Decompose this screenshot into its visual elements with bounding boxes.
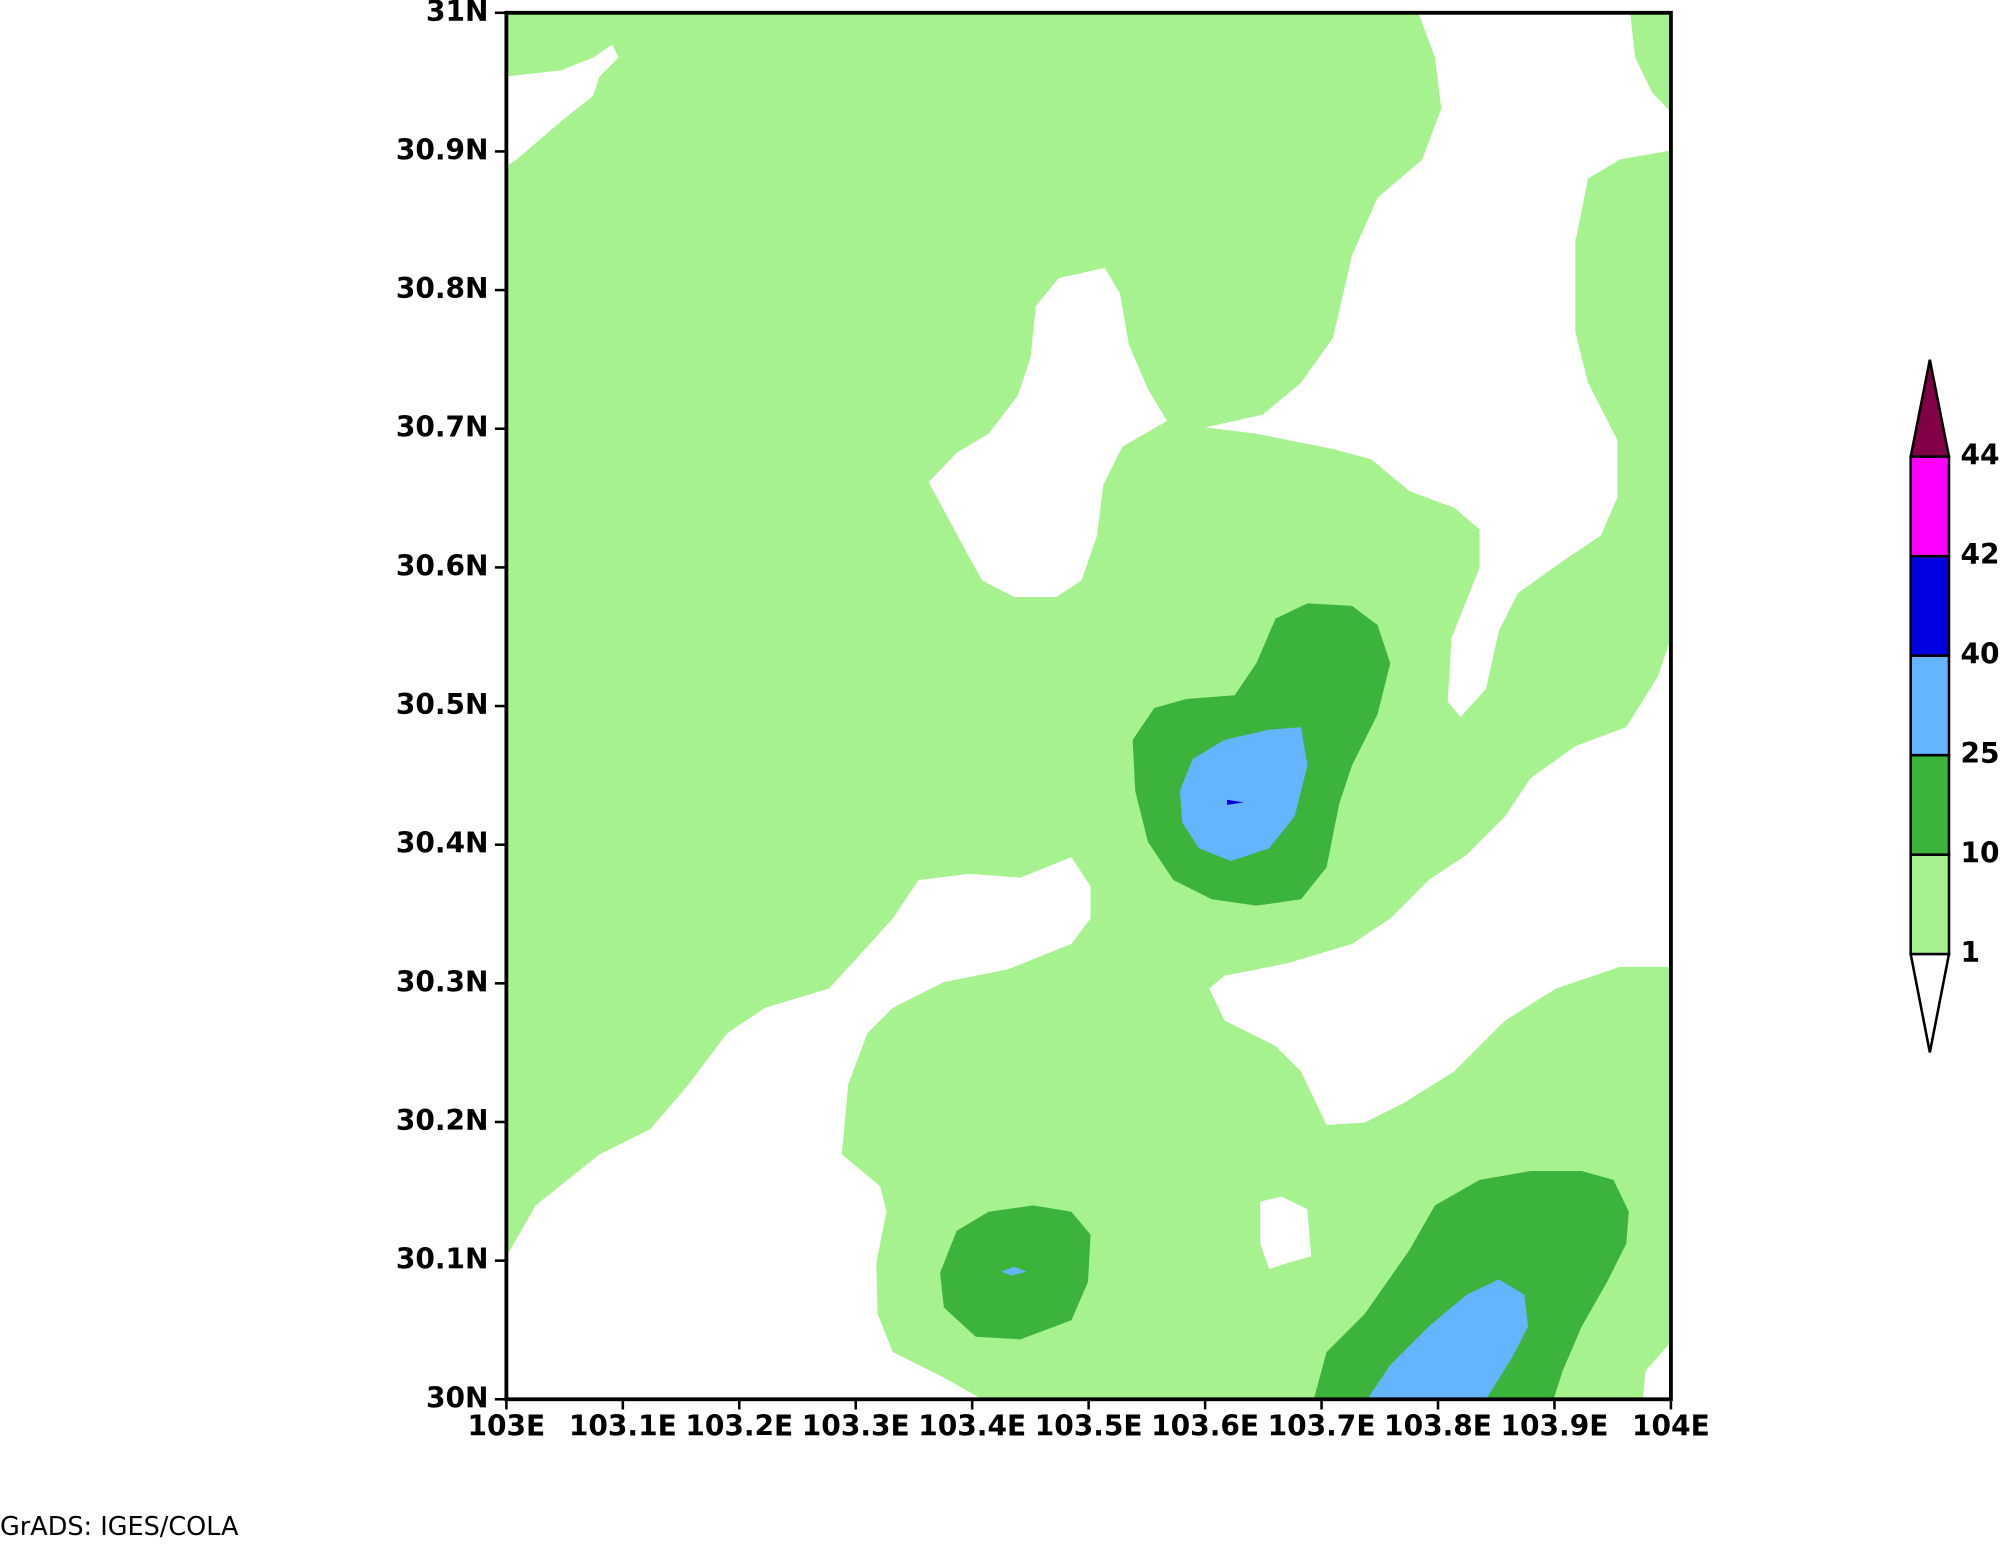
y-tick-label: 30.9N xyxy=(396,133,489,166)
contour-fill xyxy=(1642,1341,1671,1400)
colorbar-label: 10 xyxy=(1960,837,1999,870)
x-tick-label: 103.2E xyxy=(685,1409,793,1442)
contour-fill xyxy=(1367,1279,1529,1400)
colorbar-box xyxy=(1909,654,1951,757)
y-tick-label: 30.1N xyxy=(396,1243,489,1276)
contour-fill xyxy=(1209,637,1671,1126)
x-tick-label: 103.4E xyxy=(918,1409,1026,1442)
y-tick-label: 30.4N xyxy=(396,827,489,860)
contour-fill xyxy=(506,857,1091,1400)
x-tick-label: 103.8E xyxy=(1384,1409,1492,1442)
contour-fill xyxy=(1205,12,1671,717)
colorbar-label: 40 xyxy=(1960,638,1999,671)
x-tick-label: 103.3E xyxy=(802,1409,910,1442)
y-tick-label: 30.5N xyxy=(396,688,489,721)
colorbar-label: 44 xyxy=(1960,439,1999,472)
x-tick-label: 103.1E xyxy=(569,1409,677,1442)
contour-fill xyxy=(928,267,1168,597)
y-tick-label: 30.8N xyxy=(396,272,489,305)
contour-fill xyxy=(1001,1266,1027,1276)
colorbar-label: 25 xyxy=(1960,737,1999,770)
colorbar-box xyxy=(1909,753,1951,856)
y-tick-label: 30.2N xyxy=(396,1104,489,1137)
colorbar-label: 42 xyxy=(1960,538,1999,571)
x-tick-label: 103.6E xyxy=(1151,1409,1259,1442)
x-tick-label: 104E xyxy=(1632,1409,1710,1442)
y-tick-label: 30N xyxy=(426,1381,489,1414)
contour-fill xyxy=(1313,1170,1629,1400)
x-tick-label: 103E xyxy=(468,1409,546,1442)
y-tick-label: 30.3N xyxy=(396,965,489,998)
y-tick-label: 30.6N xyxy=(396,549,489,582)
colorbar-box xyxy=(1909,554,1951,657)
colorbar-triangle xyxy=(1909,359,1951,458)
colorbar-triangle xyxy=(1909,952,1951,1053)
contour-fill xyxy=(1260,1196,1312,1270)
colorbar-label: 1 xyxy=(1960,936,1980,969)
colorbar-box xyxy=(1909,853,1951,956)
x-tick-label: 103.9E xyxy=(1501,1409,1609,1442)
contour-fill xyxy=(1227,799,1244,805)
contour-fill xyxy=(1179,727,1308,862)
y-tick-label: 31N xyxy=(426,0,489,28)
x-tick-label: 103.5E xyxy=(1035,1409,1143,1442)
colorbar-box xyxy=(1909,455,1951,558)
y-tick-label: 30.7N xyxy=(396,411,489,444)
footer: GrADS: IGES/COLA xyxy=(0,1512,239,1542)
contour-fill xyxy=(506,44,619,166)
x-tick-label: 103.7E xyxy=(1268,1409,1376,1442)
